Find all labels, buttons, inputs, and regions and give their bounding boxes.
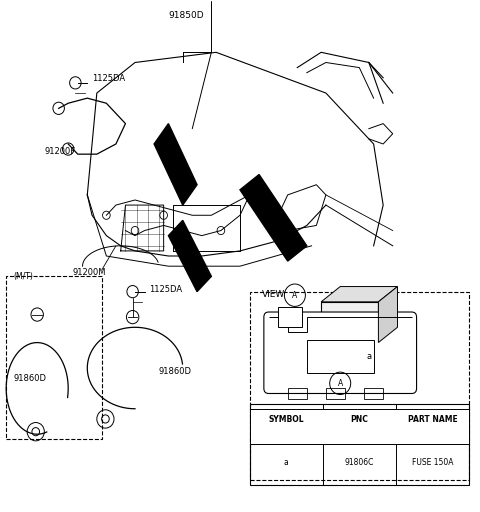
Text: 91200F: 91200F <box>44 147 75 156</box>
Text: PART NAME: PART NAME <box>408 415 457 424</box>
Text: 91850D: 91850D <box>168 11 204 20</box>
Bar <box>321 302 378 343</box>
Bar <box>250 292 469 480</box>
Text: SYMBOL: SYMBOL <box>268 415 304 424</box>
Polygon shape <box>240 175 307 261</box>
Text: (M/T): (M/T) <box>13 272 33 281</box>
Text: 91806C: 91806C <box>345 458 374 467</box>
Polygon shape <box>378 287 397 343</box>
Text: 1125DA: 1125DA <box>149 285 182 293</box>
Text: 91200M: 91200M <box>73 268 107 277</box>
Text: A: A <box>337 379 343 388</box>
Bar <box>250 403 469 485</box>
Bar <box>6 276 102 439</box>
Text: VIEW: VIEW <box>262 290 285 299</box>
Bar <box>348 343 357 353</box>
Text: a: a <box>366 352 372 361</box>
FancyBboxPatch shape <box>264 312 417 394</box>
Polygon shape <box>321 287 397 302</box>
Text: 91860D: 91860D <box>159 367 192 376</box>
Bar <box>364 389 383 398</box>
Text: A: A <box>292 291 298 300</box>
Text: 91860D: 91860D <box>13 374 46 382</box>
Bar <box>326 389 345 398</box>
Bar <box>333 343 343 353</box>
Polygon shape <box>168 220 211 292</box>
Bar <box>278 307 302 327</box>
Text: PNC: PNC <box>350 415 368 424</box>
Bar <box>307 340 373 373</box>
Polygon shape <box>154 123 197 205</box>
Bar <box>362 343 371 353</box>
Text: a: a <box>284 458 288 467</box>
Text: FUSE 150A: FUSE 150A <box>412 458 453 467</box>
Bar <box>288 389 307 398</box>
Bar <box>250 409 469 444</box>
Text: 1125DA: 1125DA <box>92 74 125 83</box>
